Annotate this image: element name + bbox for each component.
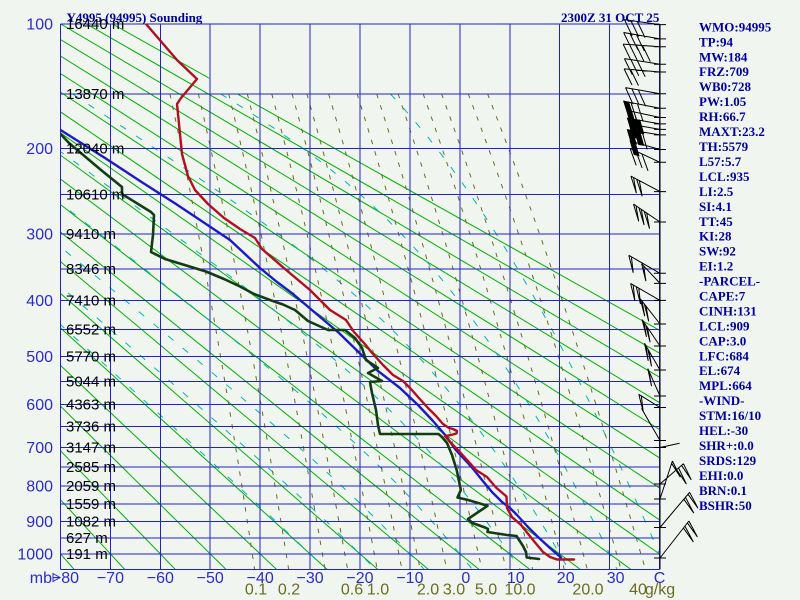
svg-text:627 m: 627 m	[66, 530, 108, 547]
svg-text:1559 m: 1559 m	[66, 496, 116, 513]
svg-text:WMO:94995: WMO:94995	[699, 19, 772, 34]
svg-text:0.6: 0.6	[341, 582, 363, 599]
svg-text:BSHR:50: BSHR:50	[699, 498, 752, 513]
svg-text:MPL:664: MPL:664	[699, 378, 752, 393]
svg-text:6552 m: 6552 m	[66, 322, 116, 339]
svg-text:0: 0	[461, 570, 470, 587]
svg-text:0.2: 0.2	[278, 582, 300, 599]
svg-text:1082 m: 1082 m	[66, 513, 116, 530]
svg-text:SRDS:129: SRDS:129	[699, 453, 757, 468]
svg-text:400: 400	[26, 293, 53, 310]
svg-text:WB0:728: WB0:728	[699, 79, 752, 94]
svg-text:10: 10	[507, 570, 525, 587]
svg-text:5044 m: 5044 m	[66, 373, 116, 390]
svg-text:SI:4.1: SI:4.1	[699, 199, 732, 214]
svg-text:5770 m: 5770 m	[66, 348, 116, 365]
svg-text:CAPE:7: CAPE:7	[699, 289, 746, 304]
svg-text:−20: −20	[346, 570, 373, 587]
svg-text:30: 30	[607, 570, 625, 587]
svg-text:-WIND-: -WIND-	[699, 393, 745, 408]
svg-text:191 m: 191 m	[66, 546, 108, 563]
svg-text:HEL:-30: HEL:-30	[699, 423, 748, 438]
svg-text:16440 m: 16440 m	[66, 16, 124, 33]
svg-text:MAXT:23.2: MAXT:23.2	[699, 124, 765, 139]
svg-text:BRN:0.1: BRN:0.1	[699, 483, 747, 498]
svg-text:CAP:3.0: CAP:3.0	[699, 333, 746, 348]
svg-text:LI:2.5: LI:2.5	[699, 184, 734, 199]
svg-text:800: 800	[26, 479, 53, 496]
svg-text:4363 m: 4363 m	[66, 397, 116, 414]
svg-text:40: 40	[629, 582, 647, 599]
svg-text:LCL:909: LCL:909	[699, 318, 750, 333]
svg-text:−50: −50	[197, 570, 224, 587]
svg-text:3147 m: 3147 m	[66, 439, 116, 456]
svg-text:20.0: 20.0	[572, 582, 603, 599]
svg-text:2585 m: 2585 m	[66, 459, 116, 476]
svg-text:10610 m: 10610 m	[66, 186, 124, 203]
svg-text:13870 m: 13870 m	[66, 86, 124, 103]
svg-text:3736 m: 3736 m	[66, 419, 116, 436]
svg-text:−60: −60	[147, 570, 174, 587]
svg-text:1000: 1000	[17, 547, 53, 564]
svg-text:12040 m: 12040 m	[66, 141, 124, 158]
svg-text:200: 200	[26, 141, 53, 158]
svg-text:9410 m: 9410 m	[66, 226, 116, 243]
svg-text:TT:45: TT:45	[699, 214, 733, 229]
svg-text:CINH:131: CINH:131	[699, 303, 757, 318]
svg-text:0.1: 0.1	[245, 582, 267, 599]
svg-text:MW:184: MW:184	[699, 49, 748, 64]
svg-text:STM:16/10: STM:16/10	[699, 408, 761, 423]
svg-text:L57:5.7: L57:5.7	[699, 154, 742, 169]
svg-text:SW:92: SW:92	[699, 244, 736, 259]
svg-text:8346 m: 8346 m	[66, 261, 116, 278]
svg-text:7410 m: 7410 m	[66, 293, 116, 310]
svg-text:900: 900	[26, 514, 53, 531]
svg-text:300: 300	[26, 226, 53, 243]
svg-text:mb: mb	[30, 570, 52, 587]
svg-text:−40: −40	[247, 570, 274, 587]
svg-text:EL:674: EL:674	[699, 363, 741, 378]
svg-text:C: C	[654, 570, 666, 587]
svg-text:5.0: 5.0	[475, 582, 497, 599]
svg-text:TP:94: TP:94	[699, 34, 733, 49]
svg-text:-PARCEL-: -PARCEL-	[699, 274, 760, 289]
svg-text:g/kg: g/kg	[645, 582, 675, 599]
svg-text:2059 m: 2059 m	[66, 478, 116, 495]
svg-text:SHR+:0.0: SHR+:0.0	[699, 438, 754, 453]
svg-text:10.0: 10.0	[504, 582, 535, 599]
svg-text:TH:5579: TH:5579	[699, 139, 749, 154]
svg-text:−30: −30	[297, 570, 324, 587]
svg-text:EHI:0.0: EHI:0.0	[699, 468, 743, 483]
svg-text:LCL:935: LCL:935	[699, 169, 750, 184]
svg-text:2.0: 2.0	[417, 582, 439, 599]
svg-text:2300Z 31 OCT 25: 2300Z 31 OCT 25	[561, 10, 660, 25]
svg-text:1.0: 1.0	[367, 582, 389, 599]
svg-text:−10: −10	[396, 570, 423, 587]
svg-text:−70: −70	[97, 570, 124, 587]
svg-text:600: 600	[26, 397, 53, 414]
svg-text:700: 700	[26, 440, 53, 457]
svg-text:Y4995 (94995) Sounding: Y4995 (94995) Sounding	[67, 10, 203, 25]
svg-text:KI:28: KI:28	[699, 229, 732, 244]
svg-text:−80: −80	[52, 570, 79, 587]
svg-text:PW:1.05: PW:1.05	[699, 94, 747, 109]
svg-text:LFC:684: LFC:684	[699, 348, 749, 363]
svg-text:EI:1.2: EI:1.2	[699, 259, 733, 274]
svg-text:3.0: 3.0	[443, 582, 465, 599]
svg-text:20: 20	[557, 570, 575, 587]
svg-text:RH:66.7: RH:66.7	[699, 109, 746, 124]
svg-text:100: 100	[26, 17, 53, 34]
svg-text:FRZ:709: FRZ:709	[699, 64, 749, 79]
svg-text:500: 500	[26, 349, 53, 366]
